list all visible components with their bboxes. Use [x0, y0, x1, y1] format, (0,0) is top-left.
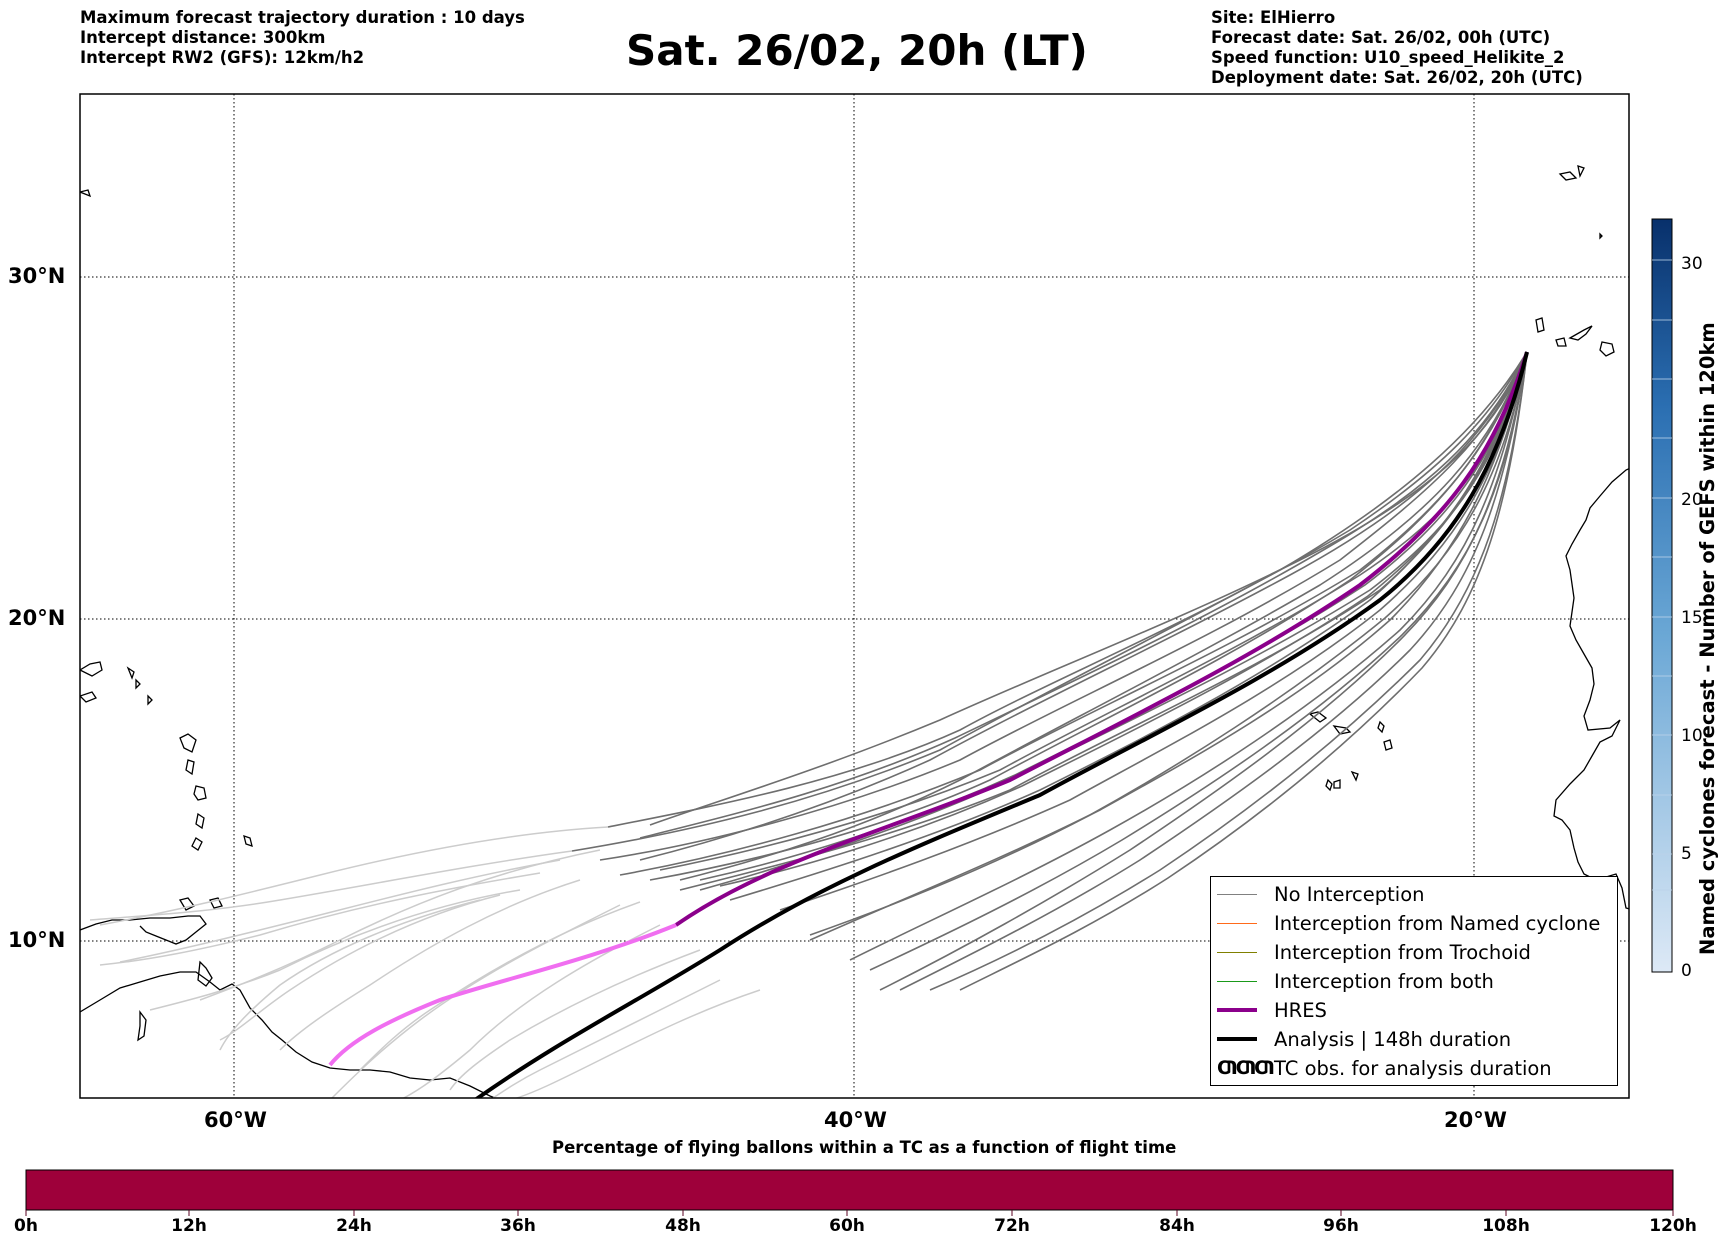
map-frame	[79, 93, 1630, 1099]
hres-trajectory-faded	[328, 923, 677, 1067]
header-line-deployment-date: Deployment date: Sat. 26/02, 20h (UTC)	[1211, 68, 1583, 87]
header-info-right: Site: ElHierro Forecast date: Sat. 26/02…	[1211, 8, 1583, 88]
header-line-rw2: Intercept RW2 (GFS): 12km/h2	[80, 48, 365, 67]
cb-right-tick-0: 0	[1681, 961, 1692, 981]
map-legend: No Interception Interception from Named …	[1210, 876, 1618, 1086]
cb-right-tick-30: 30	[1681, 254, 1703, 274]
lon-tick-20w: 20°W	[1444, 1108, 1507, 1132]
lat-tick-30n: 30°N	[8, 264, 66, 288]
header-line-speed-function: Speed function: U10_speed_Helikite_2	[1211, 48, 1565, 67]
cb-bottom-tick-0h: 0h	[14, 1216, 38, 1236]
colorbar-bottom	[25, 1169, 1674, 1216]
header-info-left: Maximum forecast trajectory duration : 1…	[80, 8, 525, 68]
ensemble-trajectories-faded	[89, 826, 761, 1098]
legend-item-named-cyclone: Interception from Named cyclone	[1217, 909, 1600, 937]
cb-right-tick-15: 15	[1681, 608, 1703, 628]
cb-bottom-tick-12h: 12h	[171, 1216, 207, 1236]
tc-symbol-icon: ƢƢƢ	[1217, 1057, 1275, 1079]
cb-bottom-tick-60h: 60h	[829, 1216, 865, 1236]
colorbar-right-label: Named cyclones forecast - Number of GEFS…	[1696, 322, 1719, 955]
cb-right-tick-10: 10	[1681, 726, 1703, 746]
header-line-distance: Intercept distance: 300km	[80, 28, 326, 47]
colorbar-bottom-label: Percentage of flying ballons within a TC…	[552, 1138, 1177, 1157]
cb-bottom-tick-36h: 36h	[500, 1216, 536, 1236]
cb-bottom-tick-84h: 84h	[1159, 1216, 1195, 1236]
legend-item-tc-obs: ƢƢƢ TC obs. for analysis duration	[1217, 1056, 1552, 1080]
lat-tick-20n: 20°N	[8, 606, 66, 630]
colorbar-right	[1651, 218, 1673, 973]
cb-bottom-tick-24h: 24h	[336, 1216, 372, 1236]
coastlines	[80, 165, 1629, 1098]
legend-item-trochoid: Interception from Trochoid	[1217, 938, 1531, 966]
legend-item-hres: HRES	[1217, 996, 1327, 1024]
cb-bottom-tick-108h: 108h	[1482, 1216, 1530, 1236]
analysis-trajectory	[474, 351, 1529, 1098]
hres-trajectory	[674, 351, 1529, 927]
header-line-duration: Maximum forecast trajectory duration : 1…	[80, 8, 525, 27]
cb-right-tick-20: 20	[1681, 490, 1703, 510]
cb-right-tick-5: 5	[1681, 844, 1692, 864]
cb-bottom-tick-120h: 120h	[1649, 1216, 1697, 1236]
legend-item-analysis: Analysis | 148h duration	[1217, 1025, 1511, 1053]
cb-bottom-tick-72h: 72h	[994, 1216, 1030, 1236]
header-line-forecast-date: Forecast date: Sat. 26/02, 00h (UTC)	[1211, 28, 1551, 47]
legend-item-both: Interception from both	[1217, 967, 1494, 995]
legend-item-no-interception: No Interception	[1217, 880, 1425, 908]
lon-tick-40w: 40°W	[824, 1108, 887, 1132]
header-line-site: Site: ElHierro	[1211, 8, 1336, 27]
lat-tick-10n: 10°N	[8, 928, 66, 952]
map-title: Sat. 26/02, 20h (LT)	[626, 26, 1088, 75]
lon-tick-60w: 60°W	[204, 1108, 267, 1132]
cb-bottom-tick-96h: 96h	[1323, 1216, 1359, 1236]
cb-bottom-tick-48h: 48h	[665, 1216, 701, 1236]
